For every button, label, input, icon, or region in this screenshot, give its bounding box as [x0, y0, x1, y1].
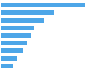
Bar [1, 11, 54, 15]
Bar [1, 33, 31, 38]
Bar [1, 48, 23, 53]
Bar [1, 64, 13, 68]
Bar [1, 3, 85, 7]
Bar [1, 41, 27, 45]
Bar [1, 26, 34, 30]
Bar [1, 18, 44, 23]
Bar [1, 56, 17, 60]
